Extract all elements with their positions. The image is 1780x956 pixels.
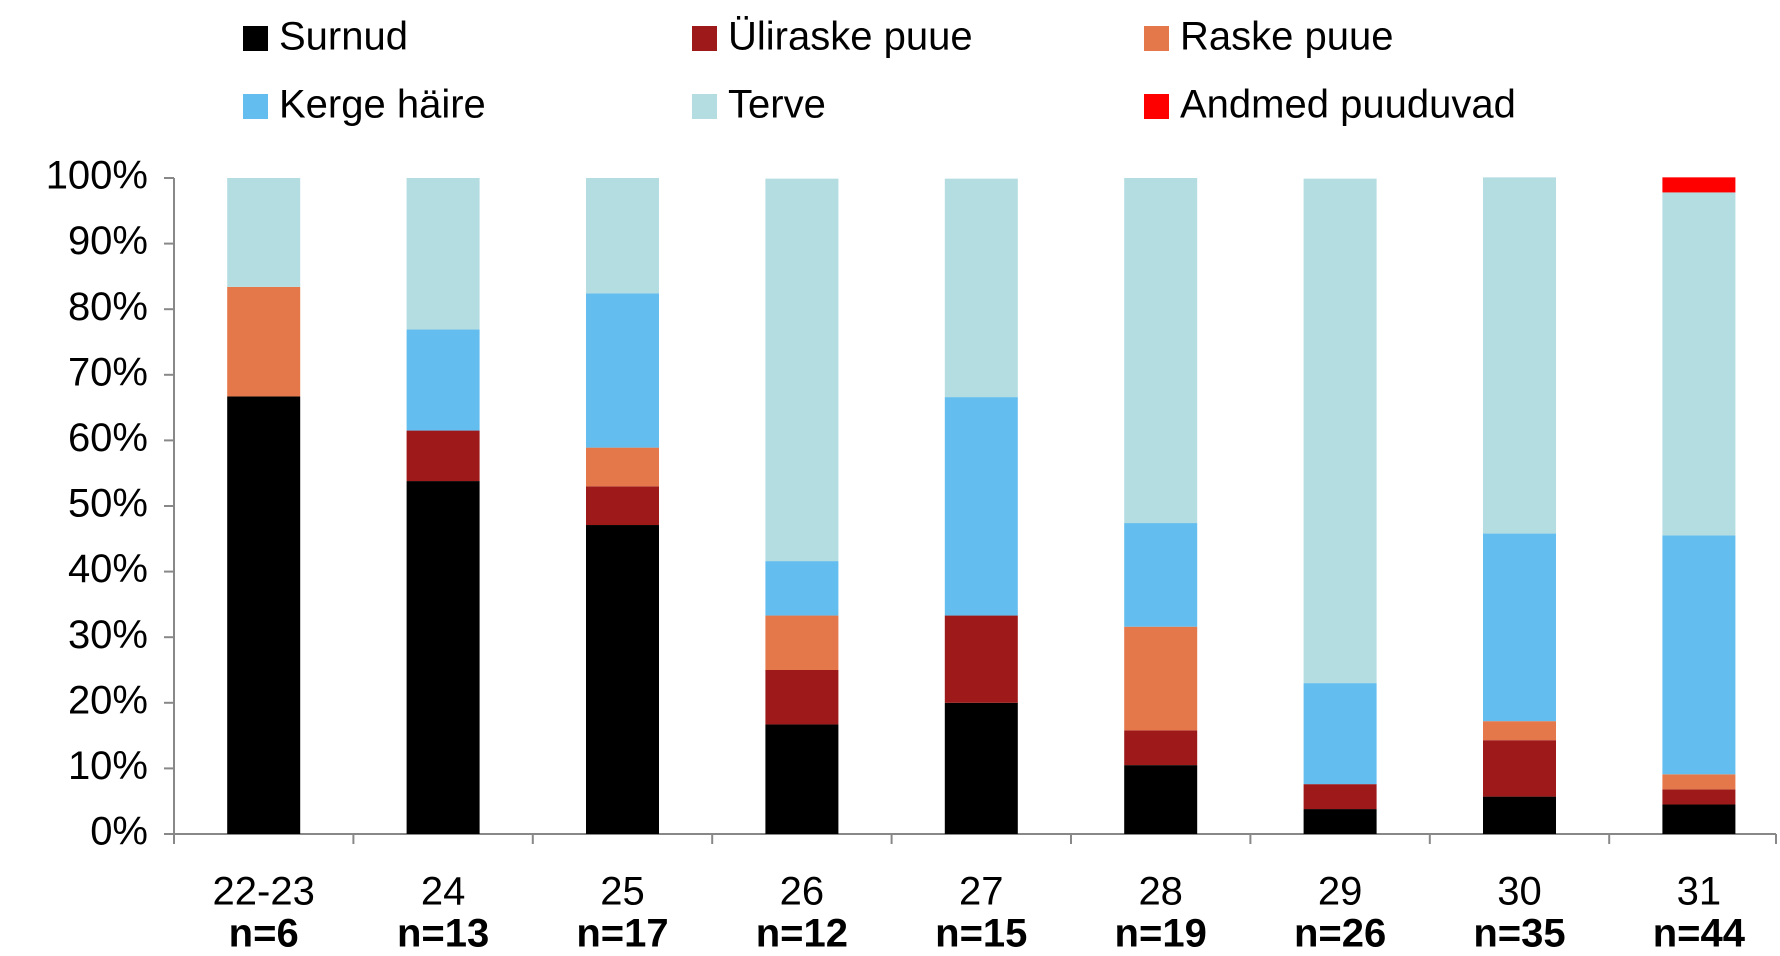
bar-segment bbox=[765, 724, 839, 834]
legend-label: Üliraske puue bbox=[728, 15, 973, 59]
y-tick-label: 60% bbox=[68, 416, 148, 460]
y-tick-label: 0% bbox=[90, 810, 148, 854]
sample-size-label: n=6 bbox=[229, 912, 299, 956]
sample-size-label: n=13 bbox=[397, 912, 489, 956]
bar-segment bbox=[227, 286, 301, 397]
legend-label: Surnud bbox=[279, 15, 408, 59]
y-tick-label: 30% bbox=[68, 613, 148, 657]
bar-segment bbox=[1662, 804, 1736, 834]
bar-segment bbox=[406, 178, 480, 330]
legend-swatch bbox=[692, 26, 717, 51]
bar-segment bbox=[944, 615, 1018, 703]
bar-segment bbox=[1124, 626, 1198, 731]
legend-label: Kerge häire bbox=[279, 83, 486, 127]
bar-segment bbox=[1303, 683, 1377, 785]
legend-swatch bbox=[1144, 94, 1169, 119]
bar-segment bbox=[1303, 784, 1377, 810]
bar-segment bbox=[1124, 765, 1198, 834]
x-tick-label: 25 bbox=[600, 870, 645, 914]
x-tick-label: 27 bbox=[959, 870, 1004, 914]
bar-segment bbox=[406, 329, 480, 431]
sample-size-label: n=44 bbox=[1653, 912, 1746, 956]
bar-segment bbox=[406, 481, 480, 834]
legend-label: Andmed puuduvad bbox=[1180, 83, 1516, 127]
bar-segment bbox=[1124, 730, 1198, 766]
bar-segment bbox=[765, 561, 839, 616]
sample-size-label: n=26 bbox=[1294, 912, 1386, 956]
bar-segment bbox=[1303, 809, 1377, 834]
bar-segment bbox=[1662, 774, 1736, 790]
bar-segment bbox=[944, 178, 1018, 398]
y-tick-label: 50% bbox=[68, 482, 148, 526]
bar-segment bbox=[1303, 178, 1377, 684]
sample-size-label: n=35 bbox=[1473, 912, 1565, 956]
bar-segment bbox=[1662, 177, 1736, 193]
x-tick-label: 22-23 bbox=[213, 870, 315, 914]
bar-segment bbox=[1483, 740, 1556, 797]
bar-segment bbox=[1483, 177, 1556, 534]
x-tick-label: 24 bbox=[421, 870, 466, 914]
bar-segment bbox=[406, 430, 480, 482]
sample-size-label: n=17 bbox=[576, 912, 668, 956]
bar-segment bbox=[765, 670, 839, 725]
bar-segment bbox=[586, 293, 659, 448]
x-tick-label: 29 bbox=[1318, 870, 1363, 914]
legend-label: Terve bbox=[728, 83, 826, 127]
bar-segment bbox=[1662, 535, 1736, 775]
y-tick-label: 100% bbox=[46, 154, 148, 198]
bar-segment bbox=[1483, 796, 1556, 834]
bar-segment bbox=[765, 615, 839, 670]
bar-segment bbox=[1124, 178, 1198, 524]
bar-segment bbox=[1662, 789, 1736, 805]
sample-size-label: n=12 bbox=[756, 912, 848, 956]
x-tick-label: 30 bbox=[1497, 870, 1542, 914]
bar-segment bbox=[765, 178, 839, 562]
x-tick-label: 26 bbox=[780, 870, 825, 914]
y-tick-label: 10% bbox=[68, 744, 148, 788]
bar-segment bbox=[586, 178, 659, 294]
x-tick-label: 31 bbox=[1677, 870, 1722, 914]
bar-segment bbox=[586, 486, 659, 526]
bar-segment bbox=[1483, 533, 1556, 722]
legend-swatch bbox=[243, 94, 268, 119]
bar-segment bbox=[1124, 523, 1198, 627]
bar-segment bbox=[1662, 192, 1736, 536]
sample-size-label: n=19 bbox=[1115, 912, 1207, 956]
legend-swatch bbox=[692, 94, 717, 119]
y-tick-label: 90% bbox=[68, 219, 148, 263]
bar-segment bbox=[944, 702, 1018, 834]
bar-segment bbox=[586, 447, 659, 487]
y-tick-label: 20% bbox=[68, 678, 148, 722]
bar-segment bbox=[227, 396, 301, 834]
bar-segment bbox=[227, 178, 301, 287]
y-tick-label: 80% bbox=[68, 285, 148, 329]
y-tick-label: 40% bbox=[68, 547, 148, 591]
y-tick-label: 70% bbox=[68, 350, 148, 394]
legend-label: Raske puue bbox=[1180, 15, 1393, 59]
legend-swatch bbox=[243, 26, 268, 51]
x-tick-label: 28 bbox=[1138, 870, 1183, 914]
sample-size-label: n=15 bbox=[935, 912, 1027, 956]
legend-swatch bbox=[1144, 26, 1169, 51]
bar-segment bbox=[944, 397, 1018, 616]
bar-segment bbox=[1483, 721, 1556, 741]
bar-segment bbox=[586, 525, 659, 834]
